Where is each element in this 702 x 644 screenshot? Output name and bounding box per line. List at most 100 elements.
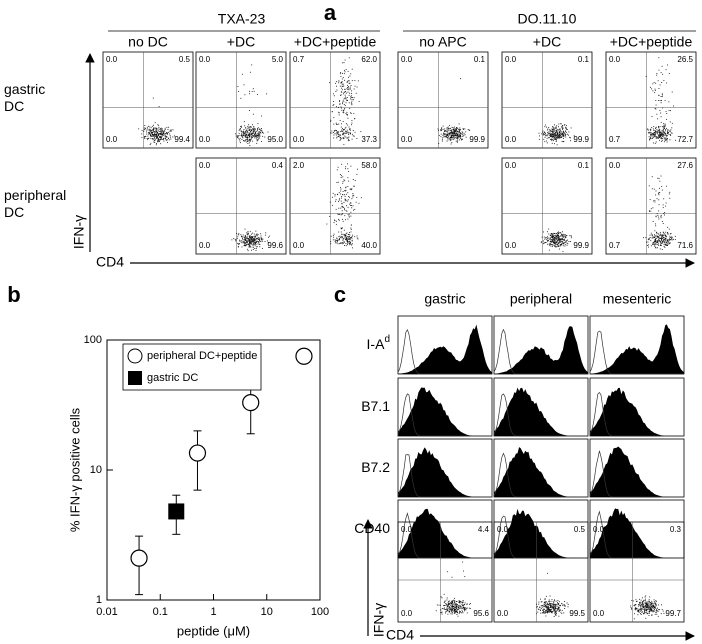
dot xyxy=(239,140,241,142)
dot xyxy=(546,135,548,137)
dot xyxy=(351,92,353,94)
dot xyxy=(559,134,561,136)
dot xyxy=(342,239,344,241)
dot xyxy=(658,127,660,129)
dot xyxy=(550,604,552,606)
dot xyxy=(543,242,545,244)
dot xyxy=(237,136,239,138)
dot xyxy=(551,603,553,605)
dot xyxy=(347,100,348,101)
dot xyxy=(254,131,256,133)
dot xyxy=(251,137,253,139)
dot xyxy=(642,601,644,603)
dot xyxy=(237,86,239,87)
dot xyxy=(249,139,251,141)
dot xyxy=(444,603,446,605)
dot xyxy=(165,137,166,139)
dot xyxy=(435,610,437,612)
dot xyxy=(342,99,344,101)
dot xyxy=(553,606,555,608)
dot xyxy=(631,608,633,610)
dot xyxy=(349,241,351,243)
dot xyxy=(246,233,248,235)
dot xyxy=(555,237,557,239)
dot xyxy=(342,206,344,208)
dot xyxy=(249,240,251,242)
dot xyxy=(238,129,240,131)
dot xyxy=(563,140,565,142)
dot xyxy=(547,610,549,612)
group-title: DO.11.10 xyxy=(518,11,577,27)
dot xyxy=(659,180,661,182)
dot xyxy=(438,134,440,136)
dot xyxy=(335,199,337,201)
dot xyxy=(658,235,660,237)
dot xyxy=(663,127,665,129)
dot xyxy=(149,134,151,136)
dot xyxy=(648,599,650,601)
dot xyxy=(350,85,352,86)
dot xyxy=(347,244,348,246)
dot xyxy=(560,239,562,241)
dot xyxy=(552,237,554,239)
dot xyxy=(147,137,149,139)
dot xyxy=(643,612,644,614)
dot xyxy=(662,127,664,129)
dot xyxy=(446,135,448,137)
dot xyxy=(555,610,557,612)
dot xyxy=(662,133,664,135)
dot xyxy=(654,108,656,109)
dot xyxy=(542,604,544,606)
dot xyxy=(448,610,450,612)
dot xyxy=(650,602,652,604)
dot xyxy=(340,131,342,132)
dot xyxy=(247,232,249,234)
dot xyxy=(451,135,453,137)
dot xyxy=(351,239,353,241)
dot xyxy=(254,248,256,249)
dot xyxy=(640,607,642,609)
dot xyxy=(254,137,256,139)
dot xyxy=(256,240,258,242)
quadrant-value: 0.0 xyxy=(106,135,118,144)
quadrant-value: 0.0 xyxy=(497,525,509,534)
quadrant-value: 0.1 xyxy=(474,55,486,64)
dot xyxy=(555,611,557,613)
dot xyxy=(348,134,350,135)
dot xyxy=(669,121,671,123)
dot xyxy=(257,135,259,137)
dot xyxy=(651,134,653,136)
dot xyxy=(465,131,467,133)
dot xyxy=(564,605,566,607)
dot xyxy=(451,608,453,610)
dot xyxy=(465,136,467,138)
dot xyxy=(557,133,559,135)
dot xyxy=(558,611,560,613)
dot xyxy=(555,239,556,241)
dot xyxy=(148,133,150,135)
dot xyxy=(657,241,659,243)
dot xyxy=(456,140,458,142)
plot-frame xyxy=(102,51,194,149)
dot xyxy=(642,603,644,605)
dot xyxy=(654,613,656,615)
dot xyxy=(360,131,362,133)
dot xyxy=(658,192,660,194)
dot-cloud xyxy=(535,540,569,617)
dot xyxy=(545,606,547,608)
dot xyxy=(458,130,460,132)
dot xyxy=(356,173,358,175)
dot xyxy=(659,133,661,135)
dot xyxy=(244,94,246,96)
dot xyxy=(336,193,338,195)
dot xyxy=(338,80,340,82)
dot xyxy=(638,611,640,613)
dot xyxy=(561,126,563,128)
dot xyxy=(666,139,668,141)
dot xyxy=(446,132,448,134)
dot xyxy=(338,239,340,241)
dot xyxy=(670,134,671,136)
dot xyxy=(563,242,565,244)
dot xyxy=(245,131,247,133)
marker-name: CD40 xyxy=(354,520,390,536)
